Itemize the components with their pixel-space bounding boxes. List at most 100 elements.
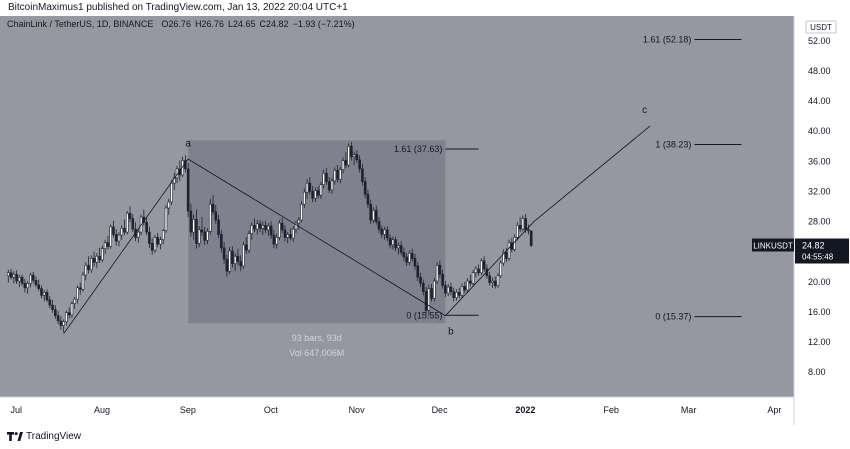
legend-header: ChainLink / TetherUS, 1D, BINANCE O 26.76 H… xyxy=(7,19,355,29)
candle-body xyxy=(372,209,375,221)
candle-body xyxy=(363,181,367,195)
candle-body xyxy=(42,292,46,296)
candle-body xyxy=(377,221,381,230)
candle-body xyxy=(208,203,212,232)
candle-body xyxy=(394,239,397,249)
candle-body xyxy=(203,231,207,241)
candle-body xyxy=(433,280,436,299)
candle-body xyxy=(214,211,218,221)
candle-body xyxy=(358,159,361,170)
candle-body xyxy=(40,288,43,296)
candle-body xyxy=(54,309,57,316)
candle-body xyxy=(386,229,389,239)
candle-body xyxy=(480,260,483,274)
candle-body xyxy=(217,219,220,235)
candle-body xyxy=(161,230,165,240)
candle-body xyxy=(261,225,265,229)
fib-level-label: 1.61 (37.63) xyxy=(394,144,443,154)
candle-body xyxy=(291,228,295,239)
candle-body xyxy=(524,218,527,231)
candle-body xyxy=(9,272,13,278)
time-tick-label: 2022 xyxy=(515,405,535,415)
candlestick-chart[interactable]: 93 bars, 93d Vol 647.006M a b c 1.61 (37.63) 0… xyxy=(0,16,850,425)
candle-body xyxy=(460,286,464,296)
candle-body xyxy=(308,182,312,192)
candle-body xyxy=(316,190,320,196)
ohlc-key: O xyxy=(161,19,168,29)
range-volume-label: Vol 647.006M xyxy=(289,348,344,358)
candles-group xyxy=(7,141,533,333)
ohlc-change: −1.93 (−7.21%) xyxy=(293,19,355,29)
price-tick-label: 44.00 xyxy=(808,96,831,106)
ohlc-key: H xyxy=(195,19,202,29)
time-tick-label: Mar xyxy=(681,405,697,415)
candle-body xyxy=(383,229,386,235)
candle-body xyxy=(327,181,331,191)
tradingview-logo-icon xyxy=(7,432,23,441)
candle-body xyxy=(264,225,267,231)
candle-body xyxy=(255,223,259,230)
candle-body xyxy=(153,237,157,251)
candle-body xyxy=(424,291,428,311)
candle-body xyxy=(242,244,245,267)
candle-body xyxy=(250,225,254,234)
candle-body xyxy=(170,182,173,203)
wave-label-a: a xyxy=(185,138,191,149)
date-price-range-box xyxy=(188,140,446,324)
candle-body xyxy=(65,312,68,323)
candle-body xyxy=(206,231,209,241)
ohlc-key: C xyxy=(260,19,267,29)
candle-body xyxy=(527,229,530,232)
candle-body xyxy=(502,252,505,264)
currency-box xyxy=(805,20,837,34)
time-tick-label: Apr xyxy=(767,405,781,415)
candle-body xyxy=(98,255,101,261)
candle-body xyxy=(457,292,461,296)
candle-body xyxy=(518,225,522,230)
candle-body xyxy=(125,212,129,233)
candle-body xyxy=(516,225,519,238)
candle-body xyxy=(159,239,162,245)
candle-body xyxy=(355,154,359,161)
wave-label-c: c xyxy=(642,105,647,116)
candle-body xyxy=(103,242,107,249)
candle-body xyxy=(225,258,229,272)
candle-body xyxy=(507,242,511,259)
candle-body xyxy=(325,173,328,182)
candle-body xyxy=(112,226,115,235)
price-tag-countdown: 04:55:48 xyxy=(802,253,834,262)
candle-body xyxy=(92,258,96,263)
candle-body xyxy=(62,321,65,326)
candle-body xyxy=(474,268,478,274)
price-tick-label: 40.00 xyxy=(808,126,831,136)
ohlc-value: 26.76 xyxy=(168,19,191,29)
ohlc-value: 26.76 xyxy=(201,19,224,29)
candle-body xyxy=(493,280,497,286)
candle-body xyxy=(449,286,453,292)
candle-body xyxy=(344,160,348,166)
candle-body xyxy=(67,312,71,316)
fib-level-label: 0 (15.55) xyxy=(406,310,442,320)
candle-body xyxy=(427,288,431,311)
candle-body xyxy=(402,252,406,258)
time-tick-label: Sep xyxy=(180,405,196,415)
candle-body xyxy=(233,255,237,265)
publish-line: BitcoinMaximus1 published on TradingView… xyxy=(8,2,348,13)
chart-area[interactable]: 93 bars, 93d Vol 647.006M a b c 1.61 (37.63) 0… xyxy=(0,16,850,425)
candle-body xyxy=(56,315,60,322)
candle-body xyxy=(521,218,525,230)
candle-body xyxy=(120,228,124,236)
symbol-tag-label: LINKUSDT xyxy=(753,242,793,251)
candle-body xyxy=(31,274,35,281)
candle-body xyxy=(45,292,49,301)
candle-body xyxy=(236,255,240,262)
candle-body xyxy=(374,209,378,222)
candle-body xyxy=(466,280,469,291)
candle-body xyxy=(369,203,373,221)
candle-body xyxy=(37,284,41,289)
candle-body xyxy=(388,237,392,246)
candle-body xyxy=(421,283,425,292)
candle-body xyxy=(416,265,420,278)
price-axis-panel xyxy=(794,16,850,425)
symbol-tag xyxy=(752,238,794,252)
